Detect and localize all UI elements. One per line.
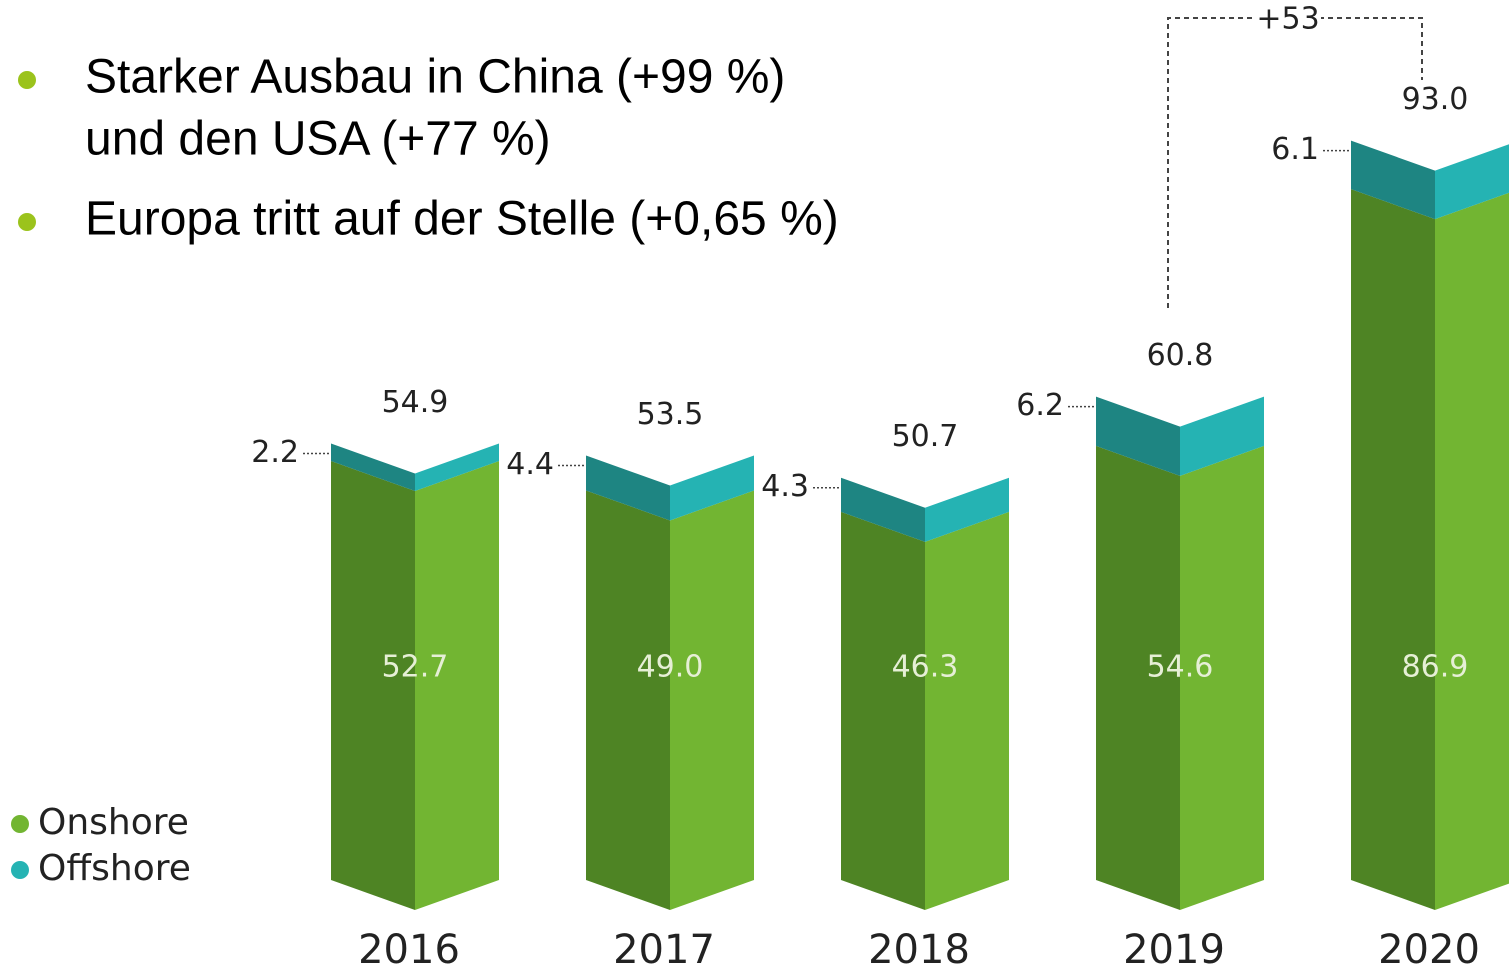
value-label: 86.9 [1402, 650, 1469, 685]
bar-face-left [586, 455, 670, 521]
x-tick-label: 2016 [358, 927, 460, 972]
bar-face-right [415, 461, 499, 910]
bar-face-left [586, 490, 670, 910]
bullet-text: Starker Ausbau in China (+99 %) [85, 51, 785, 104]
bar-face-right [415, 443, 499, 492]
x-tick-label: 2018 [868, 927, 970, 972]
value-label: 2.2 [251, 435, 299, 470]
bar-face-right [925, 511, 1009, 910]
bar-segment [331, 461, 499, 910]
value-label: 6.2 [1016, 388, 1064, 423]
value-label: 46.3 [892, 650, 959, 685]
bar-segment [1096, 445, 1264, 910]
value-label: 52.7 [382, 650, 449, 685]
value-label: 54.6 [1147, 650, 1214, 685]
bar-face-right [670, 490, 754, 910]
bar-face-right [1435, 144, 1509, 220]
total-label: 50.7 [892, 419, 959, 454]
bullet-text: Europa tritt auf der Stelle (+0,65 %) [85, 193, 839, 246]
bar-face-left [841, 511, 925, 910]
bar-segment [586, 490, 754, 910]
bar-segment [586, 455, 754, 521]
legend-label: Onshore [38, 802, 189, 843]
bullet-dot [18, 71, 36, 89]
bar-face-right [1180, 445, 1264, 910]
bar-segment [841, 511, 1009, 910]
bar-face-right [1435, 192, 1509, 910]
bar-face-left [1351, 189, 1435, 910]
annotation-bg [1255, 2, 1321, 38]
legend-dot [11, 861, 29, 879]
bar-segment [1351, 189, 1509, 910]
x-tick-label: 2020 [1378, 927, 1480, 972]
value-label: 6.1 [1271, 132, 1319, 167]
bar-face-right [1180, 396, 1264, 476]
total-label: 53.5 [637, 397, 704, 432]
bar-face-left [331, 443, 415, 492]
value-label: 49.0 [637, 650, 704, 685]
bullet-text: und den USA (+77 %) [85, 113, 551, 166]
bar-face-left [1351, 140, 1435, 220]
bar-face-left [1096, 445, 1180, 910]
value-label: 4.3 [761, 469, 809, 504]
bar-face-left [331, 461, 415, 910]
bar-segment [1351, 140, 1509, 220]
bar-face-left [1096, 396, 1180, 476]
bullet-dot [18, 213, 36, 231]
bar-segment [841, 477, 1009, 542]
bar-segment [331, 443, 499, 492]
legend-dot [11, 815, 29, 833]
total-label: 60.8 [1147, 338, 1214, 373]
bar-face-left [841, 477, 925, 542]
x-tick-label: 2019 [1123, 927, 1225, 972]
bar-segment [1096, 396, 1264, 476]
value-label: 4.4 [506, 447, 554, 482]
bar-face-right [670, 455, 754, 521]
total-label: 93.0 [1402, 82, 1469, 117]
legend-label: Offshore [38, 848, 191, 889]
annotation: +53 [1256, 2, 1319, 37]
total-label: 54.9 [382, 385, 449, 420]
x-tick-label: 2017 [613, 927, 715, 972]
bar-face-right [925, 477, 1009, 542]
